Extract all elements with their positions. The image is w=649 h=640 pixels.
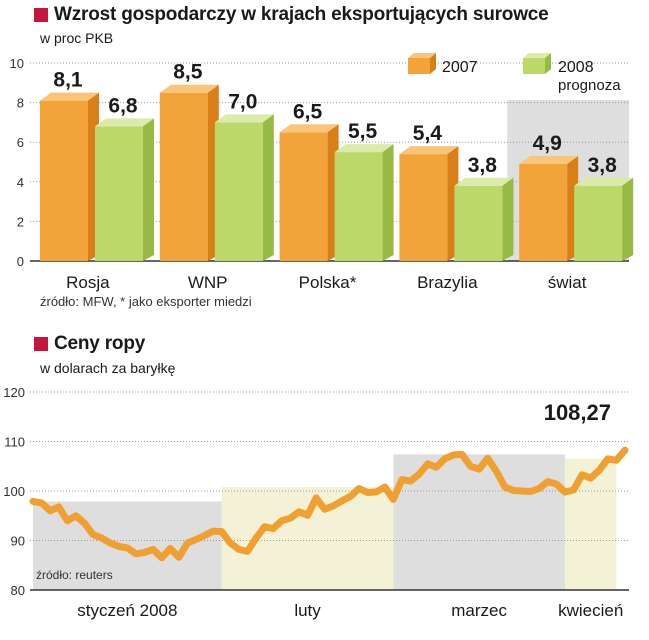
legend-swatch [523,58,545,74]
bar-side [502,177,514,261]
bar-face [95,126,143,261]
chart2-subtitle: w dolarach za baryłkę [40,360,176,376]
bar-value-label: 4,9 [533,132,562,155]
bar [95,118,154,261]
bar-top [95,118,154,127]
bar [454,177,514,261]
bar-top [334,144,394,153]
period-band [393,454,565,590]
bar-value-label: 7,0 [228,90,257,113]
legend-swatch-side [430,53,436,74]
bar [574,177,634,261]
bar-face [574,185,623,261]
chart1-title: Wzrost gospodarczy w krajach eksportując… [54,4,549,25]
bar-top [214,114,274,123]
bar-face [454,185,503,261]
x-tick-label: kwiecień [558,601,623,620]
bar-value-label: 5,5 [348,120,378,143]
bar-face [159,92,208,261]
bar-value-label: 6,8 [108,94,138,117]
y-tick-label: 90 [11,534,25,549]
category-label: świat [548,273,587,292]
x-tick-label: luty [294,601,321,620]
bar-top [519,155,579,164]
bar-face [214,122,263,262]
x-tick-label: styczeń 2008 [77,601,177,620]
chart1-source: źródło: MFW, * jako eksporter miedzi [40,294,252,309]
chart2-source: źródło: reuters [36,568,113,582]
bar-side [622,177,634,261]
bar-value-label: 8,5 [173,61,203,84]
bar-face [399,154,448,261]
y-tick-label: 0 [17,254,24,269]
bar-face [279,132,328,261]
y-tick-label: 120 [3,385,25,400]
bar-top [399,146,459,155]
legend-swatch-side [545,53,551,74]
x-tick-label: marzec [451,601,507,620]
chart2-header: Ceny ropy [34,333,145,355]
y-tick-label: 2 [17,214,24,229]
bar [40,92,99,262]
y-tick-label: 80 [11,583,25,598]
bar-value-label: 3,8 [468,154,498,177]
y-tick-label: 4 [17,175,24,190]
y-tick-label: 8 [17,96,24,111]
price-line [29,446,629,562]
bar [334,144,394,261]
bar-face [334,152,383,261]
bar-top [40,92,99,101]
last-value-label: 108,27 [544,400,611,425]
bar-face [40,100,88,262]
chart2-title: Ceny ropy [54,333,146,354]
y-tick-label: 100 [3,484,25,499]
bar-top [159,84,219,93]
bar-side [262,114,274,262]
bar-side [382,144,394,261]
bar-value-label: 6,5 [293,100,323,123]
category-label: Brazylia [417,273,478,292]
bar-top [279,124,339,133]
bar-value-label: 3,8 [588,154,618,177]
legend-label-2007: 2007 [442,59,478,76]
accent-square-icon [34,337,48,351]
y-tick-label: 110 [4,435,25,450]
chart1-header: Wzrost gospodarczy w krajach eksportując… [34,4,549,26]
accent-square-icon [34,8,48,22]
legend-swatch-top [523,53,551,58]
y-tick-label: 6 [17,135,24,150]
legend-swatch-top [408,53,436,58]
bar-top [454,177,514,186]
chart1-subtitle: w proc PKB [40,30,114,46]
category-label: Rosja [66,273,110,292]
bar-chart: 0 2 4 6 8 10 8,1 6,8 Rosja 8,5 7,0 WNP 6,5 5,5 Polska*… [10,53,634,292]
bar-side [143,118,154,261]
category-label: Polska* [299,273,357,292]
bar-value-label: 5,4 [413,122,443,145]
period-band [221,487,394,590]
y-tick-label: 10 [10,56,24,71]
bar-value-label: 8,1 [53,69,83,92]
legend-label-2008: 2008 [558,59,594,76]
legend-swatch [408,58,430,74]
category-label: WNP [188,273,228,292]
bar-face [519,163,568,261]
bar [214,114,274,262]
legend-label-prognoza: prognoza [558,77,621,94]
bar-top [574,177,634,186]
bar [519,155,579,261]
